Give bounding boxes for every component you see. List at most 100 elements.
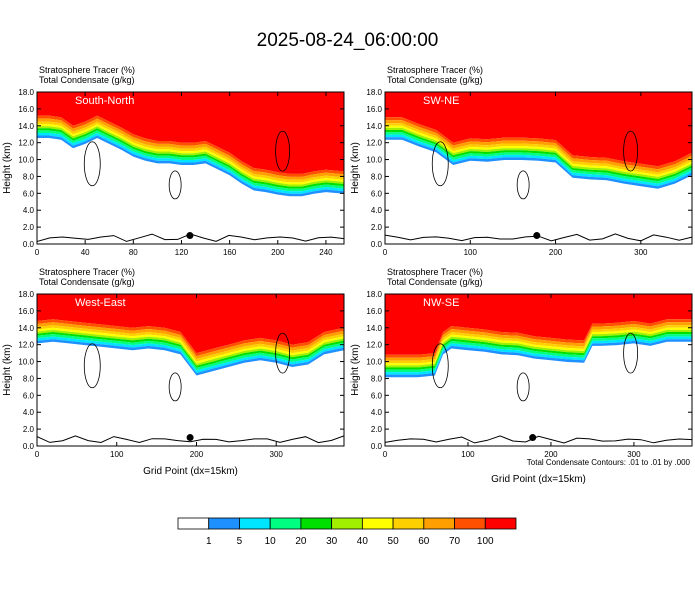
colorbar: 1 5 10 20 30 40 50 60 70 100 (177, 517, 517, 547)
condensate-contour-surface (37, 435, 344, 444)
condensate-contour-surface (37, 233, 344, 243)
field-label-tracer: Stratosphere Tracer (%) (39, 267, 135, 277)
field-label-tracer: Stratosphere Tracer (%) (387, 267, 483, 277)
condensate-contour-surface (385, 233, 692, 242)
x-tick-label: 200 (549, 248, 563, 257)
x-tick-label: 80 (129, 248, 138, 257)
x-tick-label: 200 (271, 248, 285, 257)
y-tick-label: 14.0 (366, 324, 382, 333)
condensate-contour-1 (168, 170, 182, 200)
colorbar-label: 1 (206, 536, 212, 547)
field-label-condensate: Total Condensate (g/kg) (387, 75, 483, 85)
condensate-contour-0 (83, 343, 101, 389)
panel-title: NW-SE (423, 297, 459, 309)
colorbar-swatch (423, 517, 455, 530)
tracer-band-1 (37, 322, 344, 359)
y-axis-label: Height (km) (2, 344, 13, 396)
condensate-contour-2 (275, 130, 291, 172)
y-tick-label: 6.0 (371, 189, 383, 198)
y-tick-label: 0.0 (371, 442, 383, 451)
y-tick-label: 2.0 (371, 425, 383, 434)
colorbar-swatch (177, 517, 210, 530)
tracer-max-region (37, 294, 344, 354)
plot-area (37, 294, 344, 446)
tracer-band-8 (37, 339, 344, 376)
y-tick-label: 14.0 (18, 324, 34, 333)
x-tick-label: 300 (270, 450, 284, 459)
y-tick-label: 14.0 (366, 122, 382, 131)
y-tick-label: 12.0 (366, 341, 382, 350)
tracer-band-8 (385, 339, 692, 378)
y-tick-label: 12.0 (18, 139, 34, 148)
colorbar-swatch (484, 517, 517, 530)
plot-frame (384, 91, 693, 245)
plot-frame (36, 293, 345, 447)
x-tick-label: 200 (544, 450, 558, 459)
y-tick-label: 10.0 (18, 358, 34, 367)
y-tick-label: 2.0 (371, 223, 383, 232)
tracer-band-5 (385, 332, 692, 370)
colorbar-swatch (239, 517, 271, 530)
x-tick-label: 40 (81, 248, 90, 257)
panel-sw-ne: 0.0 2.0 4.0 6.0 8.0 10.0 12.0 14.0 16.0 18.0 0 100 2… (350, 65, 693, 257)
panel-nw-se: 0.0 2.0 4.0 6.0 8.0 10.0 12.0 14.0 16.0 18.0 0 100 2… (350, 267, 693, 485)
tracer-band-6 (37, 334, 344, 371)
colorbar-swatch (269, 517, 302, 530)
x-tick-label: 160 (223, 248, 237, 257)
x-tick-label: 100 (461, 450, 475, 459)
condensate-contour-2 (623, 130, 638, 172)
tracer-max-region (37, 92, 344, 174)
y-tick-label: 16.0 (18, 307, 34, 316)
panel-title: South-North (75, 95, 134, 107)
y-tick-label: 14.0 (18, 122, 34, 131)
x-tick-label: 0 (35, 450, 40, 459)
colorbar-swatch (454, 517, 486, 530)
x-tick-label: 120 (175, 248, 189, 257)
panel-west-east: 0.0 2.0 4.0 6.0 8.0 10.0 12.0 14.0 16.0 18.0 0 100 2… (2, 267, 345, 477)
y-tick-label: 16.0 (18, 105, 34, 114)
plot-area (37, 92, 344, 244)
x-tick-label: 300 (627, 450, 641, 459)
y-tick-label: 4.0 (23, 408, 35, 417)
x-tick-label: 0 (383, 248, 388, 257)
plot-frame (36, 91, 345, 245)
y-tick-label: 0.0 (23, 240, 35, 249)
colorbar-swatch (361, 517, 394, 530)
y-tick-label: 8.0 (371, 172, 383, 181)
y-tick-label: 10.0 (366, 358, 382, 367)
tracer-band-5 (37, 332, 344, 368)
tracer-band-0 (385, 319, 692, 358)
colorbar-label: 70 (449, 536, 461, 547)
field-label-condensate: Total Condensate (g/kg) (39, 75, 135, 85)
x-tick-label: 0 (383, 450, 388, 459)
location-dot (186, 434, 194, 442)
y-tick-label: 4.0 (371, 206, 383, 215)
tracer-band-3 (385, 327, 692, 366)
tracer-band-7 (37, 336, 344, 373)
x-tick-label: 0 (35, 248, 40, 257)
condensate-contour-1 (516, 372, 530, 402)
tracer-band-4 (37, 329, 344, 366)
y-tick-label: 10.0 (18, 156, 34, 165)
colorbar-label: 40 (357, 536, 369, 547)
colorbar-swatch (208, 517, 240, 530)
condensate-contour-0 (431, 343, 449, 389)
y-tick-label: 18.0 (18, 88, 34, 97)
tracer-max-region (385, 92, 692, 167)
x-tick-label: 100 (110, 450, 124, 459)
y-tick-label: 6.0 (23, 189, 35, 198)
colorbar-swatch (392, 517, 425, 530)
y-axis-label: Height (km) (350, 142, 361, 194)
y-axis-label: Height (km) (350, 344, 361, 396)
y-tick-label: 0.0 (23, 442, 35, 451)
colorbar-label: 50 (388, 536, 400, 547)
y-tick-label: 4.0 (371, 408, 383, 417)
y-tick-label: 4.0 (23, 206, 35, 215)
location-dot (529, 434, 537, 442)
y-tick-label: 18.0 (18, 290, 34, 299)
colorbar-label: 20 (295, 536, 307, 547)
colorbar-swatch (300, 517, 333, 530)
tracer-band-1 (385, 322, 692, 361)
condensate-contour-1 (168, 372, 182, 402)
field-label-tracer: Stratosphere Tracer (%) (39, 65, 135, 75)
